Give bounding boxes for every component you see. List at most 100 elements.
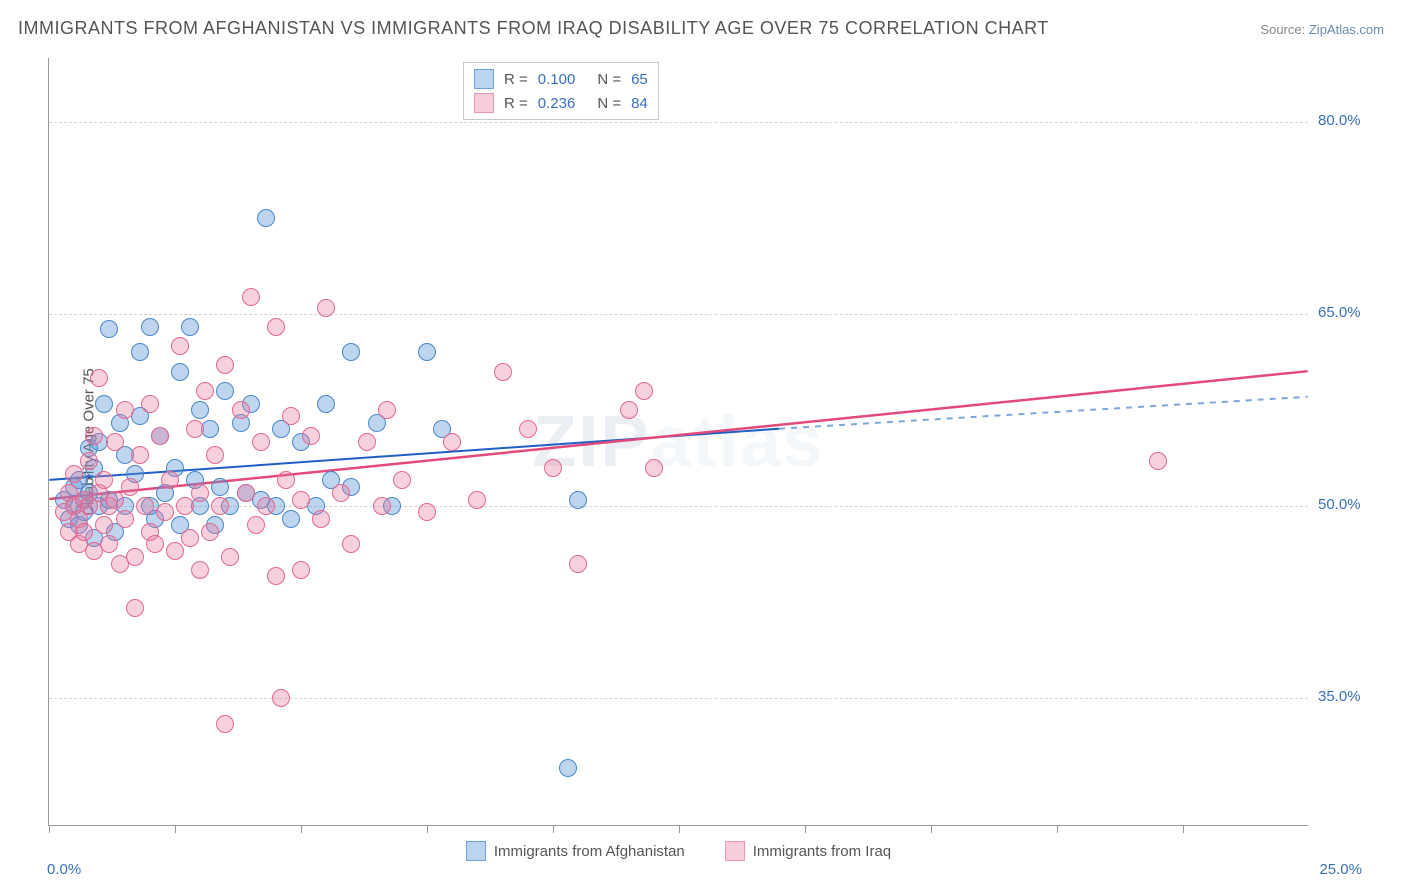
x-tick-max: 25.0% xyxy=(1319,861,1362,878)
data-point xyxy=(312,510,330,528)
data-point xyxy=(106,491,124,509)
data-point xyxy=(272,689,290,707)
data-point xyxy=(95,395,113,413)
data-point xyxy=(378,401,396,419)
x-tick-mark xyxy=(1183,825,1184,833)
data-point xyxy=(292,561,310,579)
data-point xyxy=(181,529,199,547)
data-point xyxy=(216,715,234,733)
data-point xyxy=(80,452,98,470)
grid-line xyxy=(49,122,1308,123)
data-point xyxy=(277,471,295,489)
x-tick-mark xyxy=(931,825,932,833)
n-label: N = xyxy=(597,71,621,88)
data-point xyxy=(181,318,199,336)
data-point xyxy=(141,395,159,413)
x-tick-min: 0.0% xyxy=(47,861,81,878)
data-point xyxy=(342,535,360,553)
source-label: Source: xyxy=(1260,22,1305,37)
data-point xyxy=(65,465,83,483)
data-point xyxy=(282,510,300,528)
data-point xyxy=(211,478,229,496)
swatch-iraq-icon xyxy=(725,841,745,861)
data-point xyxy=(267,318,285,336)
source-attribution: Source: ZipAtlas.com xyxy=(1260,22,1384,37)
data-point xyxy=(569,555,587,573)
x-tick-mark xyxy=(1057,825,1058,833)
data-point xyxy=(161,471,179,489)
data-point xyxy=(186,420,204,438)
data-point xyxy=(126,548,144,566)
data-point xyxy=(332,484,350,502)
data-point xyxy=(141,318,159,336)
data-point xyxy=(90,369,108,387)
watermark: ZIPatlas xyxy=(532,401,824,483)
data-point xyxy=(116,510,134,528)
legend-label-afghanistan: Immigrants from Afghanistan xyxy=(494,843,685,860)
y-tick-label: 65.0% xyxy=(1318,304,1390,321)
data-point xyxy=(206,446,224,464)
data-point xyxy=(100,320,118,338)
data-point xyxy=(191,401,209,419)
data-point xyxy=(519,420,537,438)
y-tick-label: 35.0% xyxy=(1318,688,1390,705)
data-point xyxy=(302,427,320,445)
data-point xyxy=(146,535,164,553)
legend-row-iraq: R = 0.236 N = 84 xyxy=(474,91,648,115)
data-point xyxy=(136,497,154,515)
data-point xyxy=(257,209,275,227)
data-point xyxy=(494,363,512,381)
grid-line xyxy=(49,698,1308,699)
series-legend: Immigrants from Afghanistan Immigrants f… xyxy=(49,841,1308,861)
data-point xyxy=(85,427,103,445)
swatch-iraq xyxy=(474,93,494,113)
legend-item-iraq: Immigrants from Iraq xyxy=(725,841,891,861)
source-link[interactable]: ZipAtlas.com xyxy=(1309,22,1384,37)
data-point xyxy=(342,343,360,361)
data-point xyxy=(237,484,255,502)
data-point xyxy=(468,491,486,509)
x-tick-mark xyxy=(679,825,680,833)
data-point xyxy=(232,401,250,419)
data-point xyxy=(131,446,149,464)
data-point xyxy=(257,497,275,515)
data-point xyxy=(645,459,663,477)
x-tick-mark xyxy=(175,825,176,833)
r-value-afghanistan: 0.100 xyxy=(538,71,576,88)
data-point xyxy=(216,382,234,400)
data-point xyxy=(282,407,300,425)
data-point xyxy=(191,484,209,502)
x-tick-mark xyxy=(427,825,428,833)
data-point xyxy=(75,523,93,541)
legend-item-afghanistan: Immigrants from Afghanistan xyxy=(466,841,685,861)
legend-label-iraq: Immigrants from Iraq xyxy=(753,843,891,860)
data-point xyxy=(544,459,562,477)
y-tick-label: 80.0% xyxy=(1318,112,1390,129)
data-point xyxy=(95,471,113,489)
data-point xyxy=(358,433,376,451)
data-point xyxy=(443,433,461,451)
swatch-afghanistan-icon xyxy=(466,841,486,861)
data-point xyxy=(151,427,169,445)
data-point xyxy=(121,478,139,496)
n-value-iraq: 84 xyxy=(631,95,648,112)
data-point xyxy=(211,497,229,515)
x-tick-mark xyxy=(553,825,554,833)
data-point xyxy=(126,599,144,617)
r-label: R = xyxy=(504,71,528,88)
data-point xyxy=(1149,452,1167,470)
data-point xyxy=(191,561,209,579)
data-point xyxy=(131,343,149,361)
data-point xyxy=(221,548,239,566)
data-point xyxy=(635,382,653,400)
grid-line xyxy=(49,314,1308,315)
r-label: R = xyxy=(504,95,528,112)
data-point xyxy=(156,503,174,521)
data-point xyxy=(393,471,411,489)
y-tick-label: 50.0% xyxy=(1318,496,1390,513)
data-point xyxy=(116,401,134,419)
data-point xyxy=(373,497,391,515)
n-value-afghanistan: 65 xyxy=(631,71,648,88)
chart-title: IMMIGRANTS FROM AFGHANISTAN VS IMMIGRANT… xyxy=(18,18,1049,39)
correlation-legend: R = 0.100 N = 65 R = 0.236 N = 84 xyxy=(463,62,659,120)
